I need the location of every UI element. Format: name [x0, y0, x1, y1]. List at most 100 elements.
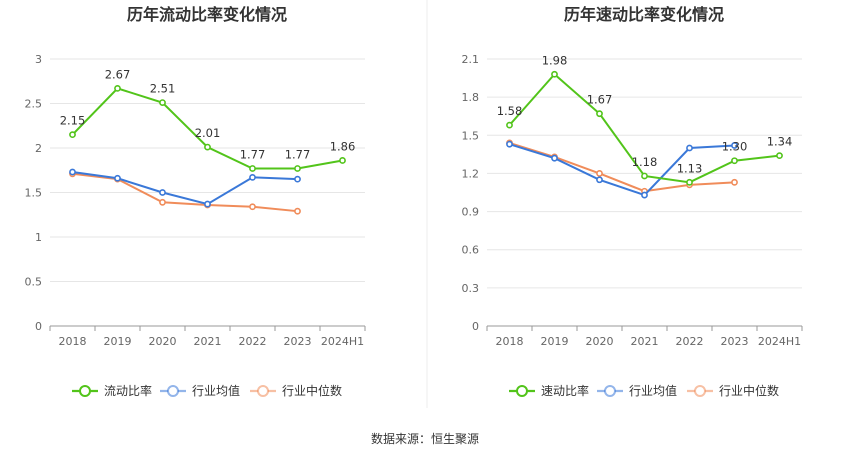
data-point: [114, 174, 121, 182]
x-tick-label: 2019: [104, 335, 132, 348]
data-label: 1.34: [767, 135, 793, 149]
y-tick-label: 0.5: [25, 276, 43, 289]
data-point: [686, 178, 693, 186]
chart-title: 历年流动比率变化情况: [127, 5, 287, 24]
data-label: 2.15: [60, 114, 86, 128]
data-point: [731, 178, 738, 186]
legend-label: 行业均值: [629, 383, 677, 398]
data-label: 1.77: [285, 147, 311, 161]
data-label: 2.67: [105, 67, 131, 81]
data-point: [641, 191, 648, 199]
data-label: 1.67: [587, 93, 613, 107]
legend-swatch-marker: [79, 385, 91, 397]
data-point: [204, 143, 211, 151]
data-point: [204, 200, 211, 208]
y-tick-label: 2.1: [462, 53, 480, 66]
x-tick-label: 2018: [59, 335, 87, 348]
data-point: [339, 157, 346, 164]
data-label: 1.86: [330, 139, 356, 153]
data-point: [69, 168, 76, 176]
data-label: 1.77: [240, 147, 266, 161]
data-point: [731, 157, 738, 165]
legend-swatch-marker: [257, 385, 269, 397]
data-point: [294, 165, 301, 172]
legend-label: 速动比率: [541, 383, 589, 398]
x-tick-label: 2021: [194, 335, 222, 348]
data-label: 1.98: [542, 53, 568, 67]
data-label: 2.01: [195, 126, 221, 140]
x-tick-label: 2022: [239, 335, 267, 348]
data-point: [551, 70, 558, 78]
legend-item: 行业中位数: [250, 383, 342, 398]
y-tick-label: 3: [35, 53, 42, 66]
data-point: [551, 154, 558, 162]
legend-label: 行业中位数: [719, 383, 779, 398]
data-point: [506, 121, 513, 129]
x-tick-label: 2020: [586, 335, 614, 348]
x-tick-label: 2021: [631, 335, 659, 348]
legend-item: 速动比率: [509, 383, 589, 398]
data-point: [596, 176, 603, 184]
legend-swatch-marker: [516, 385, 528, 397]
data-label: 1.18: [632, 155, 658, 169]
y-tick-label: 0.6: [462, 244, 480, 257]
x-tick-label: 2023: [721, 335, 749, 348]
series-line: [509, 143, 735, 197]
legend-label: 行业均值: [192, 383, 240, 398]
y-tick-label: 1.8: [462, 91, 480, 104]
y-tick-label: 0: [472, 320, 479, 333]
series-line: [72, 171, 298, 206]
legend-swatch-marker: [167, 385, 179, 397]
x-tick-label: 2018: [496, 335, 524, 348]
legend-item: 行业中位数: [687, 383, 779, 398]
data-point: [159, 99, 166, 107]
x-tick-label: 2024H1: [321, 335, 364, 348]
y-tick-label: 2: [35, 142, 42, 155]
data-label: 2.51: [150, 82, 176, 96]
data-point: [159, 189, 166, 196]
y-tick-label: 0.3: [462, 282, 480, 295]
data-point: [641, 172, 648, 180]
data-label: 1.13: [677, 161, 703, 175]
legend-item: 行业均值: [160, 383, 240, 398]
data-point: [776, 152, 783, 160]
x-tick-label: 2022: [676, 335, 704, 348]
legend-label: 行业中位数: [282, 383, 342, 398]
series-line: [509, 141, 735, 193]
chart-title: 历年速动比率变化情况: [564, 5, 724, 24]
data-point: [69, 131, 76, 139]
y-tick-label: 1.2: [462, 167, 480, 180]
data-point: [159, 198, 166, 206]
y-tick-label: 1: [35, 231, 42, 244]
x-tick-label: 2020: [149, 335, 177, 348]
data-label: 1.58: [497, 104, 523, 118]
series-line: [72, 172, 298, 213]
y-tick-label: 0: [35, 320, 42, 333]
y-tick-label: 2.5: [25, 98, 43, 111]
data-point: [249, 203, 256, 211]
data-point: [596, 110, 603, 118]
data-point: [294, 175, 301, 183]
x-tick-label: 2024H1: [758, 335, 801, 348]
legend-label: 流动比率: [104, 383, 152, 398]
data-point: [249, 173, 256, 181]
quick-ratio-chart: 历年速动比率变化情况 0 0.3 0.6 0.9 1.2 1.5 1.8 2.1 2018 2019…: [462, 5, 803, 398]
y-tick-label: 0.9: [462, 206, 480, 219]
data-label: 1.30: [722, 140, 748, 154]
legend-item: 行业均值: [597, 383, 677, 398]
x-tick-label: 2019: [541, 335, 569, 348]
y-tick-label: 1.5: [462, 129, 480, 142]
data-point: [596, 170, 603, 177]
data-point: [506, 140, 513, 148]
legend-swatch-marker: [604, 385, 616, 397]
y-tick-label: 1.5: [25, 187, 43, 200]
legend-swatch-marker: [694, 385, 706, 397]
legend-item: 流动比率: [72, 383, 152, 398]
source-label: 数据来源：恒生聚源: [371, 431, 479, 446]
data-point: [249, 165, 256, 172]
data-point: [731, 142, 738, 149]
x-tick-label: 2023: [284, 335, 312, 348]
current-ratio-chart: 历年流动比率变化情况 0 0.5 1 1.5 2 2.5 3 2018 2019 2020 2021 2…: [25, 5, 366, 398]
data-point: [114, 84, 121, 92]
